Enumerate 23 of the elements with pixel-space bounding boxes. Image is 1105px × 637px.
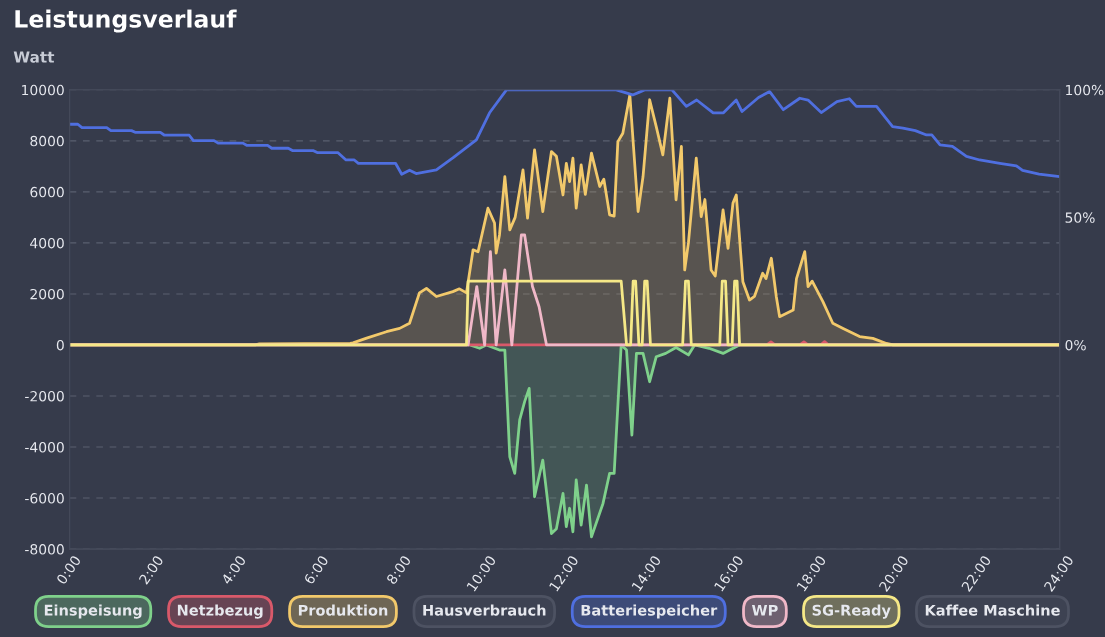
y-tick-label: 8000 <box>30 135 64 147</box>
text: WP <box>751 604 778 616</box>
chart-title: Leistungsverlauf <box>15 9 237 33</box>
y2-tick-label: 100% <box>1066 84 1104 96</box>
y-tick-label: 0 <box>56 339 64 351</box>
y-axis-title: Watt <box>13 51 55 63</box>
y-tick-label: -2000 <box>25 390 64 402</box>
text: Batteriespeicher <box>581 604 718 619</box>
y-tick-label: 4000 <box>30 237 64 249</box>
text: Netzbezug <box>177 604 263 619</box>
y2-tick-label: 0% <box>1065 339 1086 351</box>
text: Kaffee Maschine <box>925 604 1060 616</box>
text: Hausverbrauch <box>423 604 546 616</box>
y-tick-label: 2000 <box>30 288 64 300</box>
y-tick-label: -4000 <box>25 442 64 453</box>
text: Produktion <box>298 604 388 616</box>
text: SG-Ready <box>812 604 891 619</box>
y-tick-label: 6000 <box>30 186 64 198</box>
y-tick-label: -8000 <box>25 544 64 555</box>
y-tick-label: 10000 <box>22 84 64 96</box>
y-tick-label: -6000 <box>25 493 64 504</box>
y2-tick-label: 50% <box>1065 212 1095 223</box>
text: Einspeisung <box>44 604 142 619</box>
